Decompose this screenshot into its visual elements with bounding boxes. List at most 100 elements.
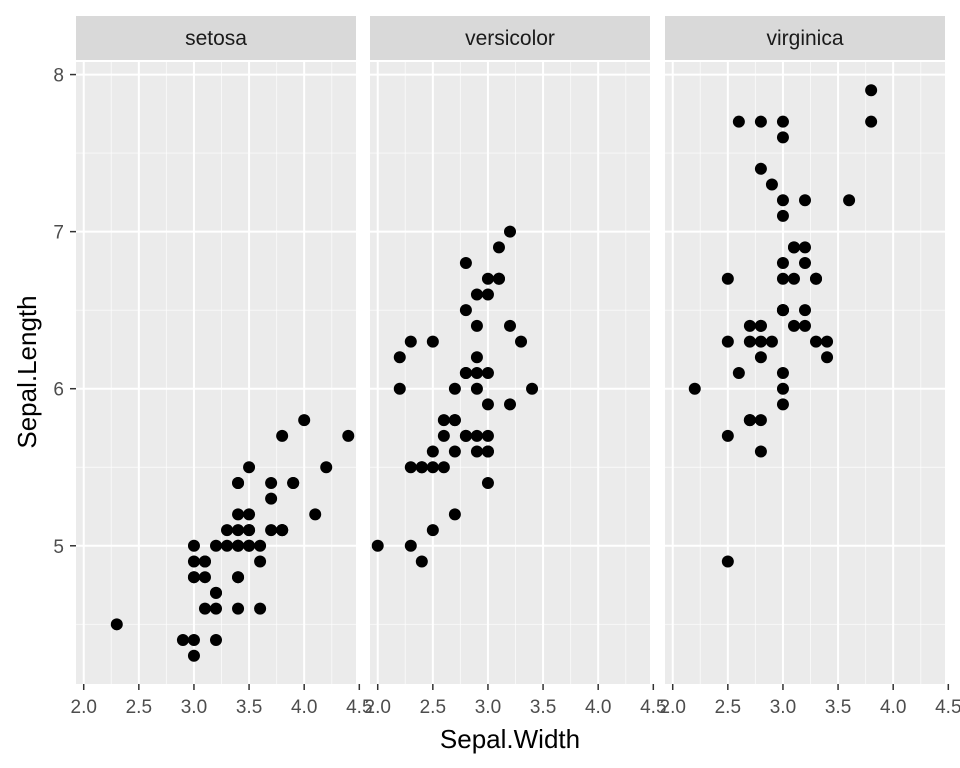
data-point bbox=[459, 304, 472, 317]
data-point bbox=[254, 602, 267, 615]
data-point bbox=[309, 508, 322, 521]
strip-background bbox=[370, 16, 650, 60]
data-point bbox=[865, 115, 878, 128]
data-point bbox=[198, 571, 211, 584]
data-point bbox=[426, 445, 439, 458]
data-point bbox=[754, 335, 767, 348]
data-point bbox=[481, 288, 494, 301]
data-point bbox=[688, 382, 701, 395]
data-point bbox=[481, 429, 494, 442]
data-point bbox=[187, 649, 200, 662]
strip-background bbox=[76, 16, 356, 60]
panels: setosa versicolor virginica bbox=[76, 16, 950, 684]
x-tick-label: 4.5 bbox=[640, 697, 666, 718]
x-tick-label: 4.0 bbox=[291, 697, 317, 718]
data-point bbox=[198, 555, 211, 568]
data-point bbox=[481, 398, 494, 411]
data-point bbox=[787, 319, 800, 332]
points-setosa bbox=[110, 414, 355, 662]
data-point bbox=[243, 524, 256, 537]
x-tick-label: 3.5 bbox=[236, 697, 262, 718]
data-point bbox=[254, 555, 267, 568]
data-point bbox=[265, 524, 278, 537]
data-point bbox=[776, 257, 789, 270]
data-point bbox=[504, 319, 516, 332]
data-point bbox=[448, 382, 461, 395]
data-point bbox=[254, 539, 267, 552]
y-axis: 5 6 7 8 bbox=[53, 66, 76, 558]
data-point bbox=[765, 178, 778, 191]
data-point bbox=[810, 335, 823, 348]
x-tick-label: 4.0 bbox=[880, 697, 906, 718]
data-point bbox=[176, 634, 189, 647]
data-point bbox=[799, 304, 811, 317]
data-point bbox=[210, 539, 222, 552]
data-point bbox=[787, 241, 800, 254]
data-point bbox=[470, 367, 483, 379]
data-point bbox=[320, 461, 333, 474]
data-point bbox=[232, 539, 245, 552]
data-point bbox=[437, 461, 450, 474]
data-point bbox=[210, 586, 222, 599]
y-axis-title: Sepal.Length bbox=[12, 295, 42, 448]
strip-label-virginica: virginica bbox=[766, 27, 843, 50]
data-point bbox=[470, 445, 483, 458]
x-tick-label: 3.5 bbox=[530, 697, 556, 718]
data-point bbox=[232, 602, 245, 615]
x-tick-label: 3.0 bbox=[181, 697, 207, 718]
data-point bbox=[799, 319, 811, 332]
data-point bbox=[776, 367, 789, 379]
data-point bbox=[481, 272, 494, 285]
y-tick-label: 8 bbox=[53, 66, 64, 87]
data-point bbox=[754, 445, 767, 458]
data-point bbox=[732, 115, 745, 128]
data-point bbox=[754, 115, 767, 128]
x-axis-title: Sepal.Width bbox=[440, 724, 580, 754]
data-point bbox=[732, 367, 745, 379]
data-point bbox=[187, 634, 200, 647]
data-point bbox=[459, 257, 472, 270]
data-point bbox=[776, 398, 789, 411]
points-virginica bbox=[688, 84, 878, 568]
data-point bbox=[776, 304, 789, 317]
data-point bbox=[526, 382, 539, 395]
data-point bbox=[187, 539, 200, 552]
x-tick-label: 2.5 bbox=[420, 697, 446, 718]
data-point bbox=[243, 461, 256, 474]
data-point bbox=[754, 162, 767, 175]
data-point bbox=[481, 476, 494, 489]
data-point bbox=[470, 288, 483, 301]
x-tick-label: 4.5 bbox=[935, 697, 960, 718]
data-point bbox=[459, 367, 472, 379]
data-point bbox=[821, 335, 834, 348]
data-point bbox=[765, 335, 778, 348]
data-point bbox=[504, 225, 516, 238]
panel-background bbox=[665, 62, 945, 684]
strip-background bbox=[665, 16, 945, 60]
facet-panel-versicolor: versicolor bbox=[370, 16, 655, 684]
data-point bbox=[470, 382, 483, 395]
data-point bbox=[721, 272, 734, 285]
data-point bbox=[787, 272, 800, 285]
data-point bbox=[799, 194, 811, 207]
data-point bbox=[743, 335, 756, 348]
data-point bbox=[221, 539, 234, 552]
data-point bbox=[243, 508, 256, 521]
data-point bbox=[470, 319, 483, 332]
data-point bbox=[426, 335, 439, 348]
data-point bbox=[492, 272, 505, 285]
data-point bbox=[721, 335, 734, 348]
data-point bbox=[232, 571, 245, 584]
data-point bbox=[187, 555, 200, 568]
x-tick-label: 2.5 bbox=[126, 697, 152, 718]
data-point bbox=[243, 539, 256, 552]
data-point bbox=[232, 524, 245, 537]
data-point bbox=[415, 555, 428, 568]
data-point bbox=[799, 241, 811, 254]
data-point bbox=[448, 414, 461, 427]
data-point bbox=[287, 476, 300, 489]
data-point bbox=[470, 429, 483, 442]
data-point bbox=[799, 257, 811, 270]
data-point bbox=[448, 445, 461, 458]
